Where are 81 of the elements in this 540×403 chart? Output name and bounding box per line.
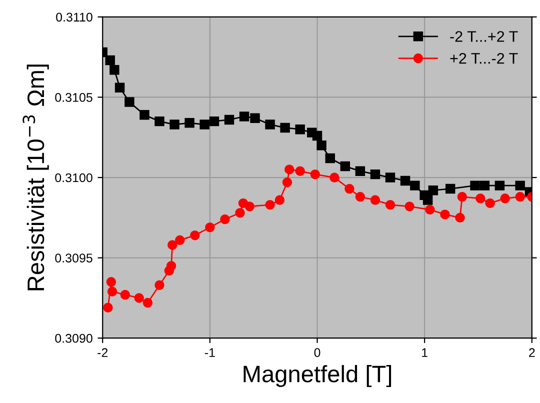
point [480,180,490,190]
x-tick-label: -2 [98,348,108,357]
point [410,180,420,190]
point [445,184,456,194]
point [166,260,176,271]
point [370,195,380,205]
point [400,176,410,186]
y-tick-label: 0.3095 [55,254,92,262]
point [385,172,396,182]
point [370,169,380,180]
y-tick-label: 0.3090 [55,334,92,343]
x-axis-title: Magnetfeld [T] [244,365,392,388]
point [274,195,285,205]
y-tick-label: 0.3110 [56,12,92,22]
x-tick-label: 2 [529,348,535,357]
point [134,293,144,303]
point [485,198,495,208]
point [284,164,294,174]
point [154,280,164,290]
x-tick-label: 0 [314,348,320,358]
y-tick-label: 0.3100 [55,173,92,182]
point [316,140,326,150]
point [224,114,234,125]
y-tick-label: 0.3105 [55,93,92,102]
point [265,200,275,210]
point [107,286,118,296]
point [295,124,305,134]
point [500,194,510,204]
point [105,55,115,66]
point [220,214,230,224]
x-tick-label: -1 [204,348,215,357]
point [457,192,467,202]
point [235,208,245,218]
point [385,200,396,210]
point [344,184,354,194]
point [140,110,150,120]
point [168,240,178,250]
point [209,116,220,126]
point [355,192,366,202]
point [124,97,134,107]
x-tick-label: 1 [422,348,428,357]
point [244,202,254,212]
point [142,298,153,308]
point [106,277,116,287]
point [515,192,525,202]
point [515,180,525,190]
point [170,120,180,130]
point [250,113,260,123]
legend-label: -2 T...+2 T [450,31,518,42]
legend-label: +2 T...-2 T [450,52,518,64]
point [103,302,113,312]
point [110,65,120,75]
point [470,180,480,190]
point [265,120,275,130]
point [239,112,250,122]
point [355,166,366,176]
point [422,195,433,205]
point [325,153,335,164]
point [295,166,305,176]
point [455,212,465,223]
point [282,177,292,188]
point [175,235,185,246]
point [200,120,210,130]
point [310,169,320,180]
point [205,222,215,232]
y-axis-title: Resistivität [10$^{−3}$ Ωm] [22,64,49,290]
point [184,118,194,128]
point [428,186,438,196]
point [312,130,322,141]
point [280,122,290,133]
point [190,230,200,240]
point [120,290,130,300]
point [404,202,414,212]
point [340,161,350,172]
point [330,172,340,182]
point [425,204,435,214]
point [494,180,505,190]
point [154,116,164,126]
point [476,194,486,204]
point [114,82,125,92]
point [440,210,450,220]
